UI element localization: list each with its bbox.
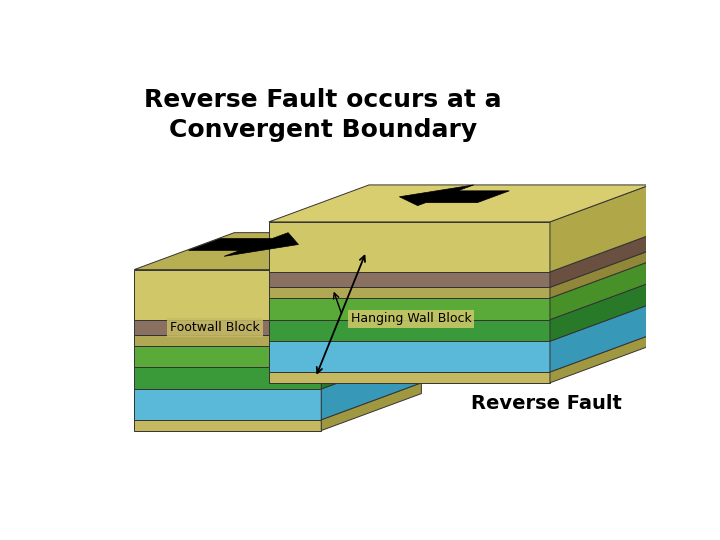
Text: Reverse Fault: Reverse Fault xyxy=(471,394,621,413)
Polygon shape xyxy=(550,235,650,287)
Polygon shape xyxy=(269,287,550,298)
Polygon shape xyxy=(321,233,421,320)
Text: Reverse Fault occurs at a
Convergent Boundary: Reverse Fault occurs at a Convergent Bou… xyxy=(144,88,502,141)
Polygon shape xyxy=(134,389,321,420)
Polygon shape xyxy=(269,222,550,272)
Polygon shape xyxy=(321,309,421,367)
Polygon shape xyxy=(269,233,421,383)
Polygon shape xyxy=(321,352,421,420)
Polygon shape xyxy=(269,185,650,222)
Polygon shape xyxy=(269,341,550,372)
Polygon shape xyxy=(321,298,421,346)
Polygon shape xyxy=(321,330,421,389)
Polygon shape xyxy=(269,298,550,320)
Polygon shape xyxy=(134,320,321,335)
Polygon shape xyxy=(550,251,650,298)
Polygon shape xyxy=(134,269,321,320)
Polygon shape xyxy=(134,346,321,367)
Polygon shape xyxy=(550,304,650,372)
Polygon shape xyxy=(269,372,550,383)
Polygon shape xyxy=(134,233,421,269)
Polygon shape xyxy=(321,383,421,430)
Polygon shape xyxy=(269,272,550,287)
Polygon shape xyxy=(189,233,299,256)
Polygon shape xyxy=(550,185,650,272)
Polygon shape xyxy=(134,420,321,430)
Polygon shape xyxy=(134,367,321,389)
Text: Hanging Wall Block: Hanging Wall Block xyxy=(351,313,472,326)
Polygon shape xyxy=(550,335,650,383)
Polygon shape xyxy=(321,283,421,335)
Polygon shape xyxy=(134,335,321,346)
Text: Footwall Block: Footwall Block xyxy=(170,321,260,334)
Polygon shape xyxy=(550,283,650,341)
Polygon shape xyxy=(400,185,509,206)
Polygon shape xyxy=(269,320,550,341)
Polygon shape xyxy=(550,261,650,320)
